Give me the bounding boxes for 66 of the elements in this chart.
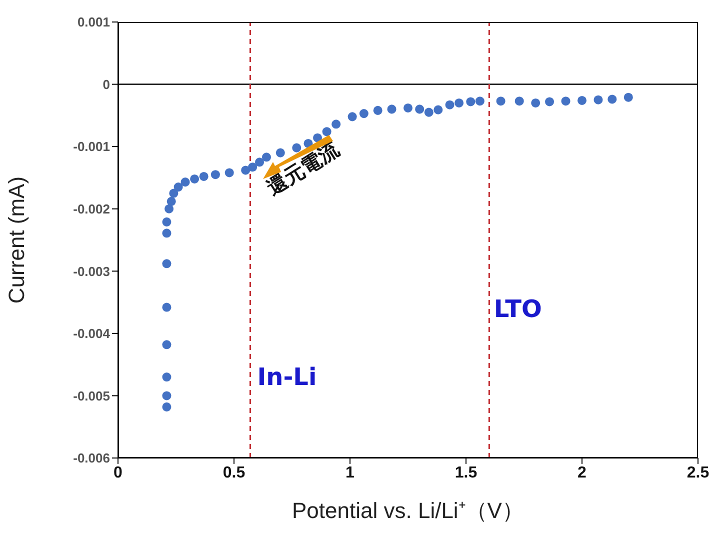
point <box>424 108 434 117</box>
y-tick-label: -0.003 <box>73 264 110 279</box>
point <box>224 168 234 178</box>
point <box>387 104 396 114</box>
point <box>162 372 172 382</box>
point <box>166 196 176 206</box>
point <box>608 94 617 104</box>
point <box>403 103 413 112</box>
point <box>164 204 174 214</box>
y-tick-label: -0.002 <box>73 201 110 216</box>
y-tick-label: -0.004 <box>73 326 111 342</box>
point <box>594 95 603 104</box>
point <box>475 96 484 106</box>
x-tick-label: 2.5 <box>686 464 710 482</box>
point <box>434 105 443 114</box>
x-tick-label: 0.5 <box>222 464 246 482</box>
y-tick-label: -0.005 <box>73 388 110 404</box>
point <box>210 170 220 180</box>
point <box>454 98 464 108</box>
point <box>162 391 172 400</box>
point <box>199 172 208 181</box>
point <box>514 96 524 106</box>
point <box>248 162 258 172</box>
y-tick-label: -0.006 <box>73 450 110 466</box>
point <box>466 97 476 106</box>
point <box>162 302 172 312</box>
point <box>332 120 341 129</box>
point <box>561 96 570 106</box>
x-tick-label: 2 <box>578 464 587 482</box>
annotation: In-Li <box>257 363 317 392</box>
point <box>180 178 190 187</box>
point <box>241 166 250 175</box>
point <box>531 98 540 108</box>
point <box>577 96 587 105</box>
y-tick-label: 0 <box>102 76 110 92</box>
point <box>313 133 322 142</box>
point <box>174 182 183 192</box>
point <box>162 402 172 412</box>
x-axis-title: Potential vs. Li/Li⁺（V） <box>292 498 524 523</box>
point <box>169 188 178 198</box>
x-tick-label: 1 <box>346 464 355 482</box>
point <box>162 259 172 268</box>
point <box>348 112 357 122</box>
y-axis-title: Current (mA) <box>4 176 29 304</box>
point <box>322 127 332 136</box>
point <box>276 148 285 158</box>
point <box>190 174 200 184</box>
annotation: LTO <box>494 294 542 322</box>
point <box>624 92 633 102</box>
x-tick-label: 0 <box>114 464 123 482</box>
point <box>359 109 368 118</box>
x-tick-label: 1.5 <box>454 464 478 482</box>
point <box>415 104 424 114</box>
point <box>162 228 172 238</box>
point <box>162 217 172 226</box>
point <box>292 143 302 152</box>
point <box>373 106 382 115</box>
point <box>255 158 264 167</box>
point <box>262 152 271 162</box>
annotation: 還元電流 <box>262 136 344 202</box>
y-tick-label: -0.001 <box>73 139 110 154</box>
point <box>445 100 454 110</box>
point <box>545 97 554 106</box>
point <box>496 96 506 106</box>
point <box>162 340 172 350</box>
y-tick-label: 0.001 <box>77 14 110 30</box>
